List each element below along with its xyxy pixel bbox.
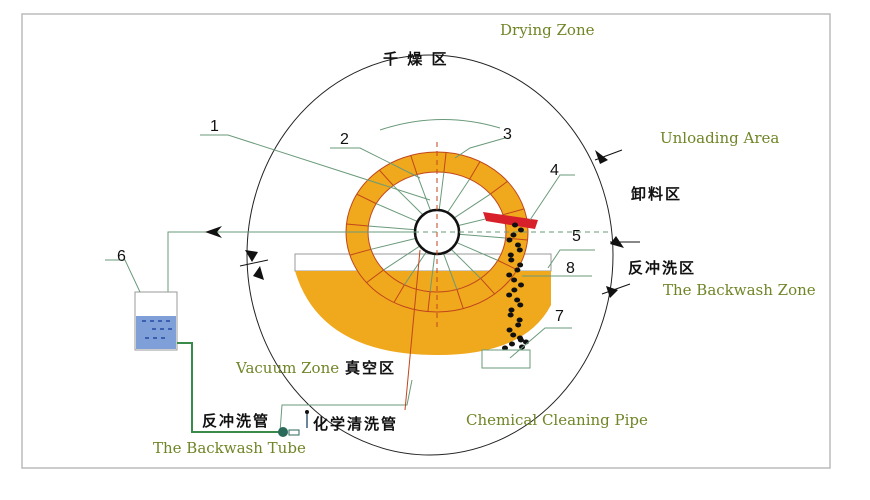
callout-6: 6 [117,248,126,265]
cake-particle [515,322,522,328]
drum-segment-divider [427,291,431,312]
drum-segment-divider [346,223,369,227]
collection-box [481,349,531,369]
backwash-tube-cn: 反冲洗管 [202,412,270,430]
callout-2: 2 [340,131,349,148]
filter-cake-particles [502,222,529,351]
leader-lines [105,134,595,359]
drum-segment-divider [356,193,377,205]
chemical-pipe-cn: 化学清洗管 [313,415,398,433]
callout-1: 1 [210,118,219,135]
flow-arrow-icon [205,226,222,238]
cake-particle [514,297,521,303]
drum-spoke [376,203,418,223]
drum-segment-divider [379,169,394,186]
cake-particle [508,257,515,263]
valve-handle[interactable] [288,429,300,436]
vacuum-leader [404,249,421,411]
drum-spoke [368,225,416,231]
zone-dividers [239,149,640,295]
chemical-pipe [279,379,413,433]
callout-3: 3 [503,126,512,143]
drum-spoke [416,174,432,212]
cake-particle [516,317,523,323]
backwash-zone-label: The Backwash Zone [663,281,816,299]
unloading-area-cn: 卸料区 [631,185,682,203]
cake-particle [507,312,514,318]
unloading-area-label: Unloading Area [660,129,779,147]
drum-spoke [438,172,445,211]
drum-segment-divider [456,289,464,309]
cake-particle [514,242,521,248]
tank-bubbles [142,320,172,339]
drum-segment-divider [366,269,384,284]
scraper [483,212,538,229]
drum-segment-divider [349,248,372,256]
cake-particle [511,287,518,293]
arrow-icon [253,266,264,280]
drum-spoke [429,253,436,292]
cake-particle [510,332,517,338]
callout-4: 4 [550,162,559,179]
cake-particle [517,302,524,308]
drum-spoke [453,193,491,219]
cake-particle [506,272,513,278]
cake-particle [517,282,524,288]
cake-particle [511,277,518,283]
callout-5: 5 [572,228,581,245]
drum-spoke [458,233,506,239]
drum-segment-divider [502,208,525,216]
cake-particle [506,327,513,333]
drum-segment-divider [490,180,508,195]
drum-spoke [446,178,471,213]
drum-spoke [392,185,424,216]
cake-particle [508,307,515,313]
drum-segment-divider [393,284,405,303]
drum-segment-divider [497,259,518,271]
drum-spoke [456,241,498,261]
drying-zone-cn: 千 燥 区 [383,50,448,68]
cake-particle [506,237,513,243]
drum-spoke [403,251,428,286]
drum-segment-divider [469,161,481,180]
drum-spoke [383,245,421,271]
drying-zone-label: Drying Zone [500,21,595,39]
valve-icon[interactable] [278,427,288,437]
callout-7: 7 [555,308,564,325]
drum-spoke [450,248,482,279]
cake-particle [517,262,524,268]
drum-segment-divider [480,278,495,295]
drum-segment-divider [443,152,447,173]
cake-particle [506,292,513,298]
cake-particle [512,222,518,228]
backwash-tube [177,342,280,433]
arrow-icon [595,150,608,164]
cake-particle [517,335,523,341]
arrow-icon [245,250,258,262]
vacuum-zone-cn: 真空区 [345,359,396,377]
frame [21,13,831,469]
vacuum-pipe [167,231,415,292]
cake-particle [519,344,525,350]
backwash-tube-label: The Backwash Tube [153,439,306,457]
cake-particle [502,345,508,351]
drum-spoke [442,252,458,290]
backwash-zone-cn: 反冲洗区 [628,259,696,277]
cake-particle [517,227,524,233]
chemical-pipe-label: Chemical Cleaning Pipe [466,411,648,429]
drum-segment-divider [410,155,418,175]
cake-particle [510,232,517,238]
cake-particle [516,247,523,253]
callout-8: 8 [566,260,575,277]
cake-particle [514,267,521,273]
zone-cycle-ellipse [246,54,614,456]
drum-spoke [370,237,417,250]
cake-particle [509,341,515,347]
cake-particle [507,252,514,258]
vacuum-zone-label: Vacuum Zone [235,359,339,377]
drum-rotation-arc [379,119,501,131]
